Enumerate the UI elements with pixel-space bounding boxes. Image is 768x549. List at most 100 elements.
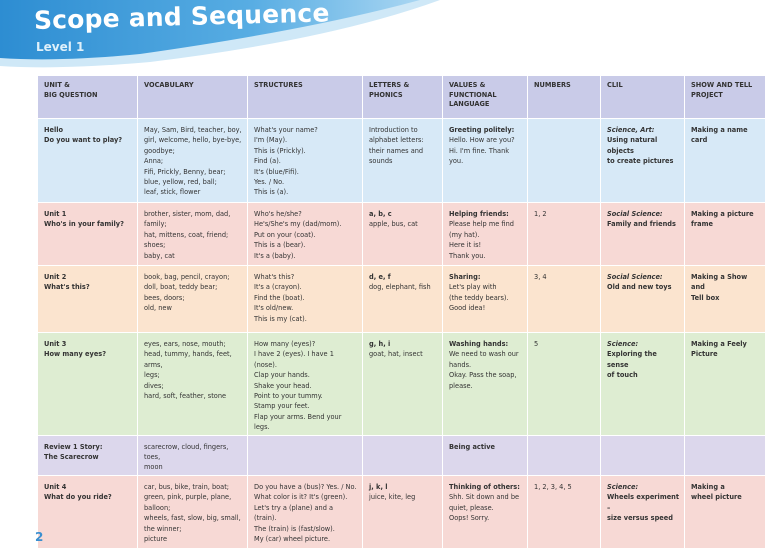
header-text: LANGUAGE	[449, 100, 490, 108]
cell-text: Science, Art:	[607, 126, 655, 134]
table-cell: eyes, ears, nose, mouth; head, tummy, han…	[137, 332, 248, 436]
cell-text: Fifi, Prickly, Benny, bear;	[144, 167, 226, 176]
cell-text: legs;	[144, 371, 160, 380]
cell-text: Sharing:	[449, 273, 481, 281]
cell-text: (my hat).	[449, 230, 480, 239]
cell-text: Who's he/she?	[254, 210, 302, 218]
cell-text: j, k, l	[369, 482, 388, 491]
cell-text: Social Science:	[607, 273, 663, 281]
table-row: Unit 2 What's this? book, bag, pencil, cra…	[37, 265, 766, 333]
cell-text: Making a name card	[691, 126, 748, 145]
table-cell: Making a picture frame	[684, 202, 766, 266]
cell-text: What do you ride?	[44, 493, 112, 502]
table-cell: 5	[527, 332, 601, 436]
header-cell: LETTERS & PHONICS	[362, 75, 443, 119]
cell-text: May, Sam, Bird, teacher, boy,	[144, 126, 242, 134]
cell-text: Oops! Sorry.	[449, 514, 490, 523]
header-cell: VOCABULARY	[137, 75, 248, 119]
cell-text: What's this?	[44, 283, 90, 292]
cell-text: apple, bus, cat	[369, 220, 418, 229]
cell-text: Okay. Pass the soap,	[449, 371, 517, 380]
cell-text: Unit 4	[44, 482, 67, 491]
header-cell: UNIT & BIG QUESTION	[37, 75, 138, 119]
header-text: VALUES &	[449, 81, 486, 89]
cell-text: This is a (bear).	[254, 241, 306, 250]
cell-text: Thank you.	[449, 251, 486, 260]
table-row: Review 1 Story: The Scarecrow scarecrow, c…	[37, 434, 766, 476]
cell-text: Do you want to play?	[44, 136, 123, 145]
table-cell: book, bag, pencil, crayon; doll, boat, te…	[137, 265, 248, 333]
table-cell: car, bus, bike, train, boat; green, pink,…	[137, 474, 248, 549]
cell-text: leaf, stick, flower	[144, 188, 201, 197]
cell-text: Tell box	[691, 293, 720, 302]
cell-text: Hello. How are you?	[449, 136, 515, 145]
table-cell: Making a name card	[684, 118, 766, 203]
cell-text: Point to your tummy.	[254, 392, 323, 401]
cell-text: Greeting politely:	[449, 126, 515, 134]
cell-text: It's (blue/Fifi).	[254, 167, 299, 176]
table-cell: Introduction to alphabet letters: their na…	[362, 118, 443, 203]
table-cell: How many (eyes)? I have 2 (eyes). I have …	[247, 332, 363, 436]
table-cell: Science: Wheels experiment – size versus s…	[600, 474, 685, 549]
cell-text: goat, hat, insect	[369, 350, 423, 359]
table-cell: Thinking of others: Shh. Sit down and be q…	[442, 474, 528, 549]
header-text: FUNCTIONAL	[449, 90, 497, 99]
cell-text: girl, welcome, hello, bye-bye,	[144, 136, 242, 145]
cell-text: scarecrow, cloud, fingers, toes,	[144, 442, 229, 462]
table-cell: 3, 4	[527, 265, 601, 333]
cell-text: Introduction to	[369, 126, 418, 134]
header-text: VOCABULARY	[144, 81, 194, 89]
cell-text: Making a Show and	[691, 273, 748, 292]
cell-text: blue, yellow, red, ball;	[144, 178, 217, 187]
table-cell: Making a Show and Tell box	[684, 265, 766, 333]
table-cell: Unit 4 What do you ride?	[37, 474, 138, 549]
cell-text: Good idea!	[449, 304, 486, 313]
cell-text: How many (eyes)?	[254, 340, 316, 348]
table-cell	[600, 434, 685, 476]
cell-text: Review 1 Story:	[44, 442, 103, 451]
table-cell: Sharing: Let's play with (the teddy bears)…	[442, 265, 528, 333]
table-row: Unit 1 Who's in your family? brother, sist…	[37, 202, 766, 266]
cell-text: d, e, f	[369, 273, 391, 281]
cell-text: My (car) wheel picture.	[254, 534, 331, 543]
header-text: NUMBERS	[534, 81, 571, 89]
cell-text: wheels, fast, slow, big, small,	[144, 514, 241, 523]
cell-text: What's your name?	[254, 126, 318, 134]
cell-text: green, pink, purple, plane,	[144, 493, 232, 502]
cell-text: This is my (cat).	[254, 314, 307, 323]
cell-text: He's/She's my (dad/mom).	[254, 220, 342, 229]
header-text: UNIT &	[44, 81, 70, 89]
cell-text: What's this?	[254, 273, 295, 281]
table-cell	[247, 434, 363, 476]
header-text: PROJECT	[691, 90, 723, 99]
cell-text: moon	[144, 463, 163, 472]
cell-text: Clap your hands.	[254, 371, 310, 380]
cell-text: This is (a).	[254, 188, 289, 197]
cell-text: wheel picture	[691, 493, 742, 502]
cell-text: eyes, ears, nose, mouth;	[144, 340, 226, 348]
cell-text: 5	[534, 340, 539, 348]
cell-text: their names and	[369, 146, 424, 155]
cell-text: car, bus, bike, train, boat;	[144, 482, 230, 491]
cell-text: Thinking of others:	[449, 482, 520, 491]
cell-text: head, tummy, hands, feet, arms,	[144, 350, 232, 369]
header-cell: CLIL	[600, 75, 685, 119]
cell-text: dives;	[144, 381, 164, 390]
header-cell: VALUES & FUNCTIONAL LANGUAGE	[442, 75, 528, 119]
table-row: Unit 3 How many eyes? eyes, ears, nose, mo…	[37, 332, 766, 436]
table-cell	[684, 434, 766, 476]
header-cell: SHOW AND TELL PROJECT	[684, 75, 766, 119]
cell-text: Unit 2	[44, 273, 67, 281]
cell-text: 3, 4	[534, 273, 547, 281]
cell-text: the winner;	[144, 524, 182, 533]
cell-text: dog, elephant, fish	[369, 283, 431, 292]
table-cell	[527, 434, 601, 476]
table-cell: Unit 2 What's this?	[37, 265, 138, 333]
cell-text: picture	[144, 534, 168, 543]
table-cell: Science, Art: Using natural objects to cre…	[600, 118, 685, 203]
cell-text: The Scarecrow	[44, 453, 99, 462]
cell-text: g, h, i	[369, 340, 391, 348]
cell-text: How many eyes?	[44, 350, 107, 359]
cell-text: I'm (May).	[254, 136, 288, 145]
